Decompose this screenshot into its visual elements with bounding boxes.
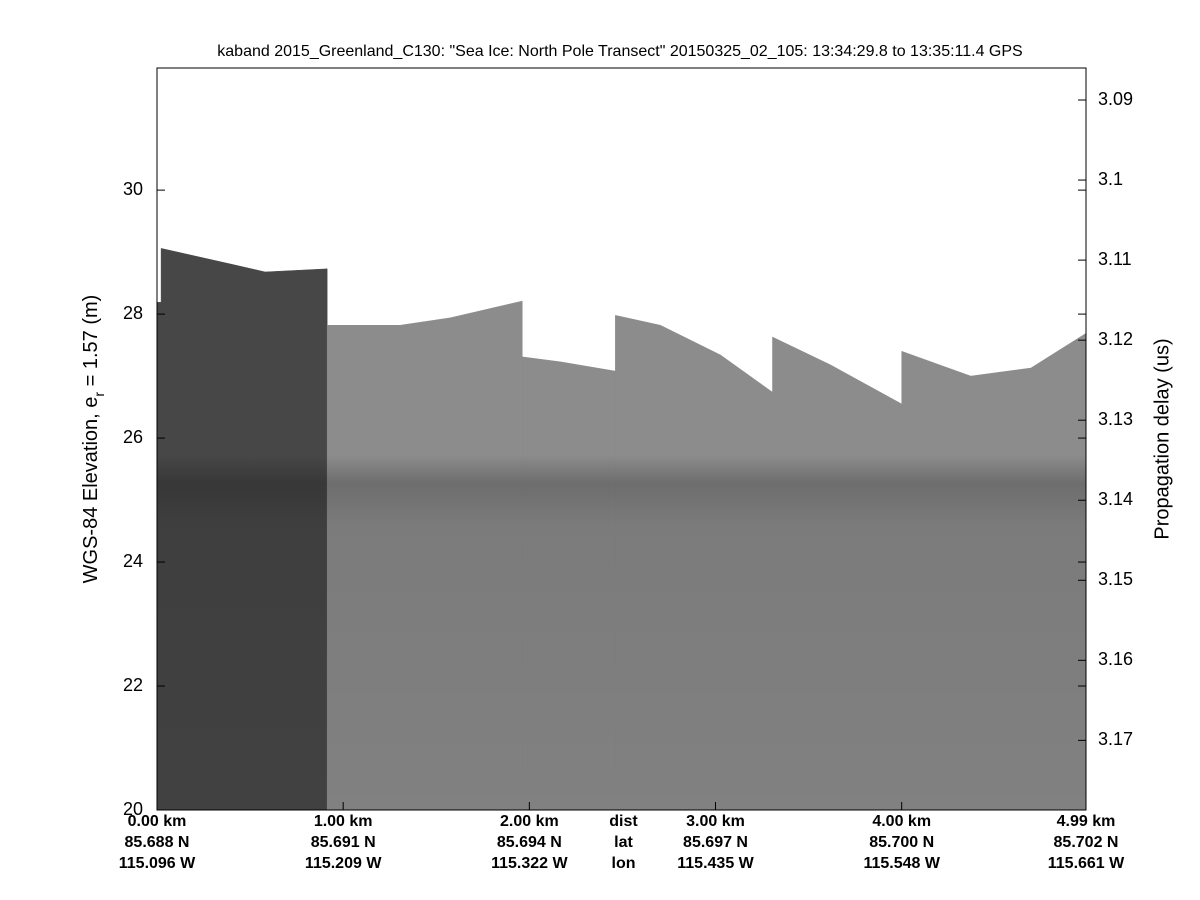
x-lon-label: 115.209 W [305, 855, 382, 872]
x-tick-label: 2.00 km [500, 813, 559, 830]
x-tick-label: 3.00 km [686, 813, 745, 830]
x-lat-label: 85.700 N [869, 834, 934, 851]
y2-tick-label: 3.14 [1098, 489, 1133, 509]
axes: 20 22 24 26 28 30 3.09 3.1 3.11 3.12 3.13 3.14 3.15 3… [119, 89, 1133, 872]
y-axis-label: WGS-84 Elevation, er = 1.57 (m) [80, 295, 106, 584]
y2-tick-label: 3.16 [1098, 649, 1133, 669]
x-lat-label: 85.694 N [497, 834, 562, 851]
x-lon-label: 115.435 W [677, 855, 754, 872]
y-tick-label: 30 [123, 179, 143, 199]
x-row-label: lat [614, 834, 633, 851]
x-row-label: dist [609, 813, 638, 830]
y-tick-label: 22 [123, 675, 143, 695]
x-lon-label: 115.548 W [863, 855, 940, 872]
y2-tick-label: 3.09 [1098, 89, 1133, 109]
x-lon-label: 115.322 W [491, 855, 568, 872]
x-tick-label: 4.99 km [1057, 813, 1116, 830]
y-tick-label: 20 [123, 799, 143, 819]
x-tick-label: 1.00 km [314, 813, 373, 830]
y-tick-label: 26 [123, 427, 143, 447]
x-tick-label: 0.00 km [128, 813, 187, 830]
y2-tick-label: 3.12 [1098, 329, 1133, 349]
y-label-part: WGS-84 Elevation, e [80, 397, 102, 584]
x-lon-label: 115.096 W [119, 855, 196, 872]
y-tick-label: 24 [123, 551, 143, 571]
y-label-subscript: r [91, 392, 107, 397]
x-lat-label: 85.691 N [311, 834, 376, 851]
y-label-part: = 1.57 (m) [80, 295, 102, 392]
y2-tick-label: 3.17 [1098, 729, 1133, 749]
subsurface-shading [157, 455, 1086, 810]
x-lat-label: 85.697 N [683, 834, 748, 851]
x-lat-label: 85.688 N [125, 834, 190, 851]
y-tick-label: 28 [123, 303, 143, 323]
chart-title: kaband 2015_Greenland_C130: "Sea Ice: No… [217, 43, 1022, 60]
y2-tick-label: 3.15 [1098, 569, 1133, 589]
y2-tick-label: 3.13 [1098, 409, 1133, 429]
y2-axis-label: Propagation delay (us) [1151, 338, 1173, 539]
x-lat-label: 85.702 N [1054, 834, 1119, 851]
plot-frame [156, 67, 1087, 811]
x-tick-label: 4.00 km [872, 813, 931, 830]
x-lon-label: 115.661 W [1048, 855, 1125, 872]
x-row-label: lon [612, 855, 636, 872]
y2-tick-label: 3.11 [1098, 249, 1132, 269]
y2-tick-label: 3.1 [1098, 169, 1123, 189]
